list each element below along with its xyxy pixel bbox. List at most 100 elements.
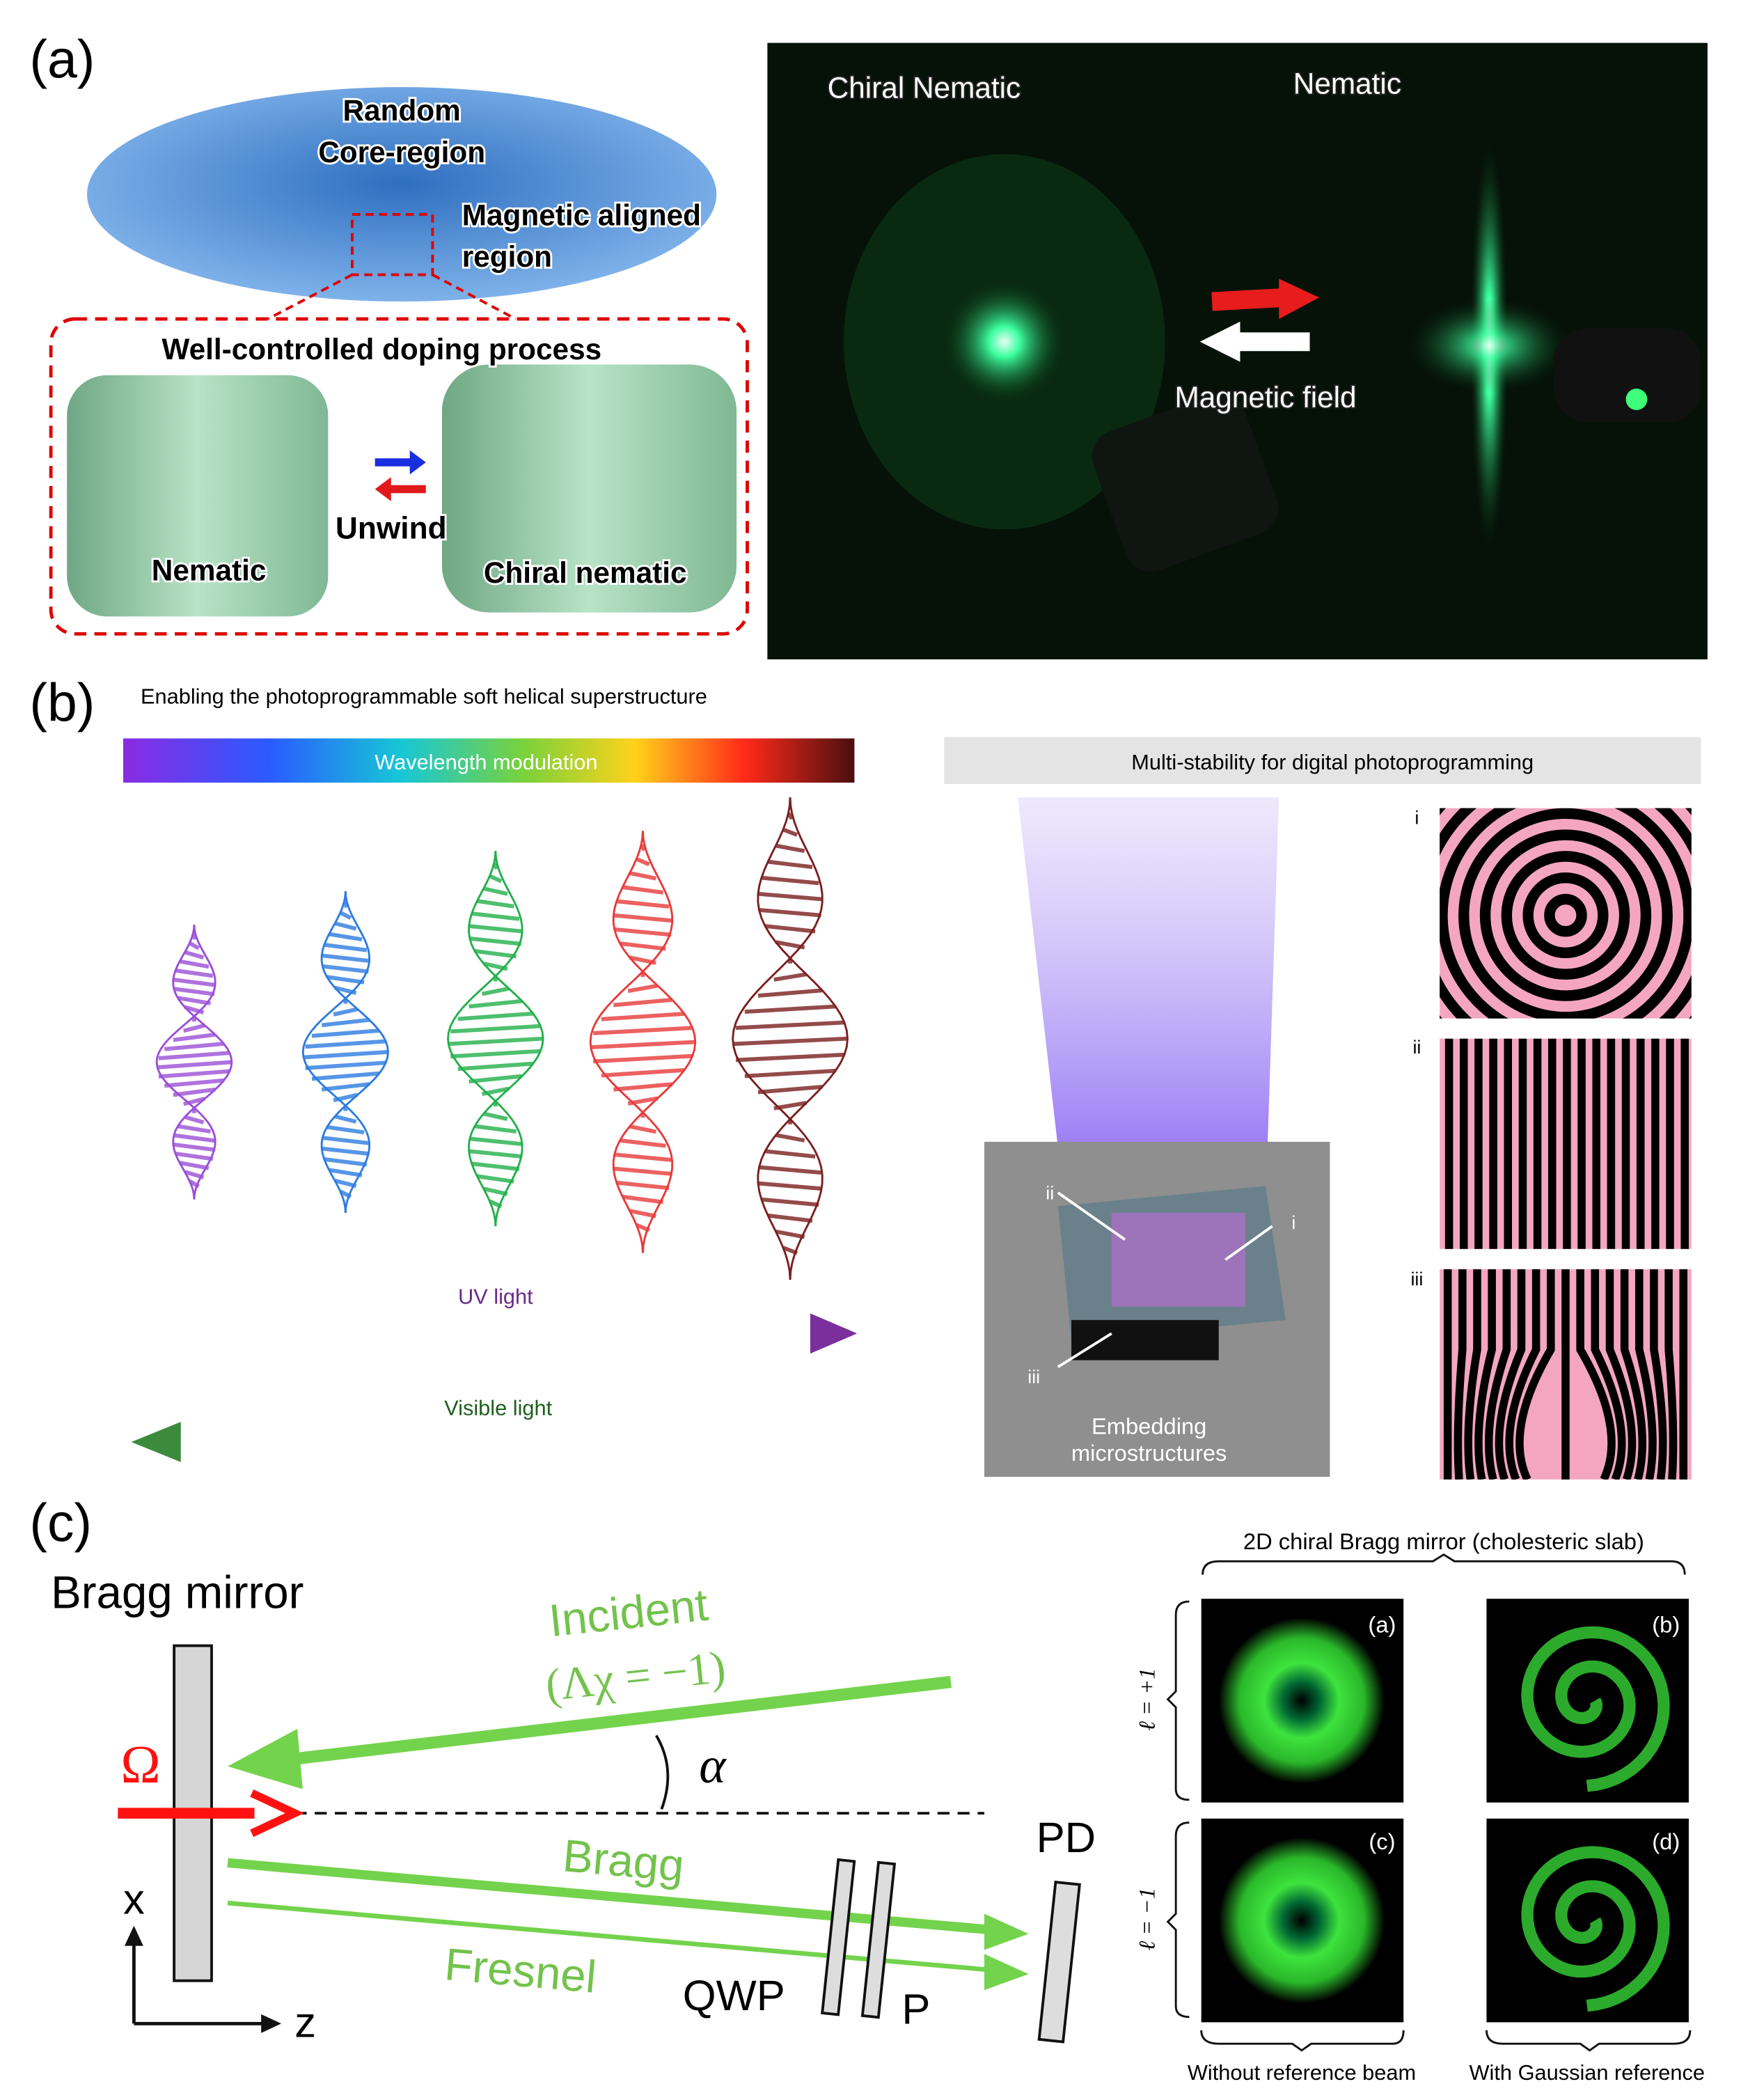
- helix-rung: [627, 1096, 659, 1106]
- helix-rung: [744, 1068, 836, 1079]
- helix-rung: [613, 913, 672, 923]
- photo-label: Chiral Nematic: [828, 71, 1021, 104]
- helix-rung: [613, 1082, 672, 1092]
- helix-rung: [775, 1133, 805, 1143]
- angle-arc: [655, 1734, 670, 1810]
- pattern: [1440, 808, 1692, 1019]
- helix-rung: [483, 886, 508, 896]
- helix-rung: [158, 1069, 230, 1079]
- helix-rung: [757, 1181, 823, 1191]
- helix-rung: [311, 1071, 379, 1081]
- panel-label: (a): [29, 30, 95, 90]
- helix-rung: [321, 1146, 370, 1157]
- helix-rung: [188, 1179, 200, 1189]
- wavelength-label: Wavelength modulation: [375, 750, 597, 774]
- helix-strand: [589, 831, 674, 1253]
- helix-rung: [735, 1052, 845, 1063]
- pattern: [1440, 1038, 1692, 1249]
- stripe: [1621, 1038, 1630, 1249]
- stripe: [1651, 1038, 1660, 1249]
- helix-rung: [759, 1165, 821, 1175]
- pattern-label: iii: [1410, 1269, 1423, 1290]
- incident-label: Incident: [546, 1579, 710, 1647]
- marker: ii: [1046, 1183, 1054, 1204]
- helix-rung: [326, 975, 365, 985]
- helix-rung: [629, 1209, 656, 1219]
- pattern-label: ii: [1412, 1037, 1421, 1058]
- ring: [1501, 851, 1630, 980]
- arrow-head: [984, 1954, 1029, 1991]
- detector: [1037, 1880, 1081, 2044]
- visible-label: Visible light: [444, 1395, 552, 1420]
- helix-rung: [311, 1028, 379, 1038]
- grid-header: 2D chiral Bragg mirror (cholesteric slab…: [1243, 1528, 1644, 1554]
- chiral-label: Chiral nematic: [484, 556, 687, 589]
- helix-rung: [773, 972, 807, 982]
- helix-rung: [450, 1049, 541, 1059]
- ring: [1479, 829, 1652, 1001]
- helix-rung: [173, 978, 216, 987]
- stripe: [1547, 1038, 1557, 1249]
- helix-rung: [622, 1194, 663, 1205]
- helix-rung: [448, 1036, 544, 1047]
- helix-rung: [761, 1197, 819, 1207]
- helix-rung: [468, 1074, 523, 1084]
- helix-rung: [305, 1060, 386, 1070]
- helix-rung: [324, 943, 368, 953]
- zoom-lines: [267, 273, 517, 320]
- helix-rung: [326, 1125, 365, 1135]
- helix-rung: [179, 1161, 210, 1170]
- helix-rung: [489, 1199, 503, 1209]
- helix-rung: [767, 1213, 813, 1223]
- helix-rung: [333, 1092, 359, 1102]
- bragg-label: Bragg: [561, 1830, 686, 1891]
- helix-rung: [179, 959, 210, 969]
- lc-disc: [87, 87, 717, 302]
- helix-rung: [468, 924, 523, 934]
- fork-stripe: [1515, 1269, 1555, 1480]
- core-label: Core-region: [318, 136, 485, 169]
- spiral: [1521, 1626, 1670, 1792]
- qwp-label: QWP: [683, 1972, 785, 2020]
- laser: [1553, 328, 1701, 423]
- helix-rung: [175, 968, 214, 978]
- helix-rung: [775, 940, 805, 950]
- helix-rung: [321, 953, 370, 963]
- helix-rung: [164, 1078, 224, 1088]
- chiral-cylinder: [441, 364, 737, 613]
- stripe: [1636, 1038, 1645, 1249]
- z-label: z: [294, 1999, 316, 2047]
- pattern-slab: [1071, 1319, 1219, 1361]
- row-label: ℓ = +1: [1135, 1668, 1160, 1730]
- helix-rung: [732, 1036, 848, 1047]
- helix-rung: [457, 1061, 534, 1072]
- qwp-plate: [821, 1858, 856, 2016]
- fork-stripe: [1635, 1269, 1657, 1480]
- helix-rung: [476, 899, 514, 909]
- helix-rung: [183, 1097, 205, 1106]
- fork-stripe: [1505, 1269, 1541, 1480]
- helix-rung: [593, 1053, 693, 1064]
- row-label: ℓ = −1: [1135, 1888, 1160, 1950]
- helix-rung: [177, 996, 211, 1005]
- pattern: [1440, 1269, 1692, 1480]
- subpanel-label: (b): [1652, 1611, 1680, 1637]
- helix-rung: [321, 1082, 370, 1092]
- helix-rung: [184, 950, 205, 959]
- bragg-beam: [227, 1858, 992, 1935]
- helix-rung: [483, 962, 508, 971]
- alpha: α: [699, 1737, 727, 1794]
- arrow: [1211, 288, 1286, 311]
- arrow-head: [1279, 279, 1319, 320]
- col-label: With Gaussian reference: [1470, 2060, 1705, 2085]
- arrow-head: [250, 1789, 304, 1838]
- helix-strand: [447, 851, 523, 1227]
- helix-strand: [155, 924, 216, 1200]
- helix-rung: [173, 1033, 216, 1042]
- helices: [155, 797, 849, 1280]
- helix-rung: [474, 949, 517, 959]
- helix-rung: [173, 1133, 215, 1143]
- fork-stripe: [1495, 1269, 1526, 1480]
- helix-rung: [333, 1007, 359, 1017]
